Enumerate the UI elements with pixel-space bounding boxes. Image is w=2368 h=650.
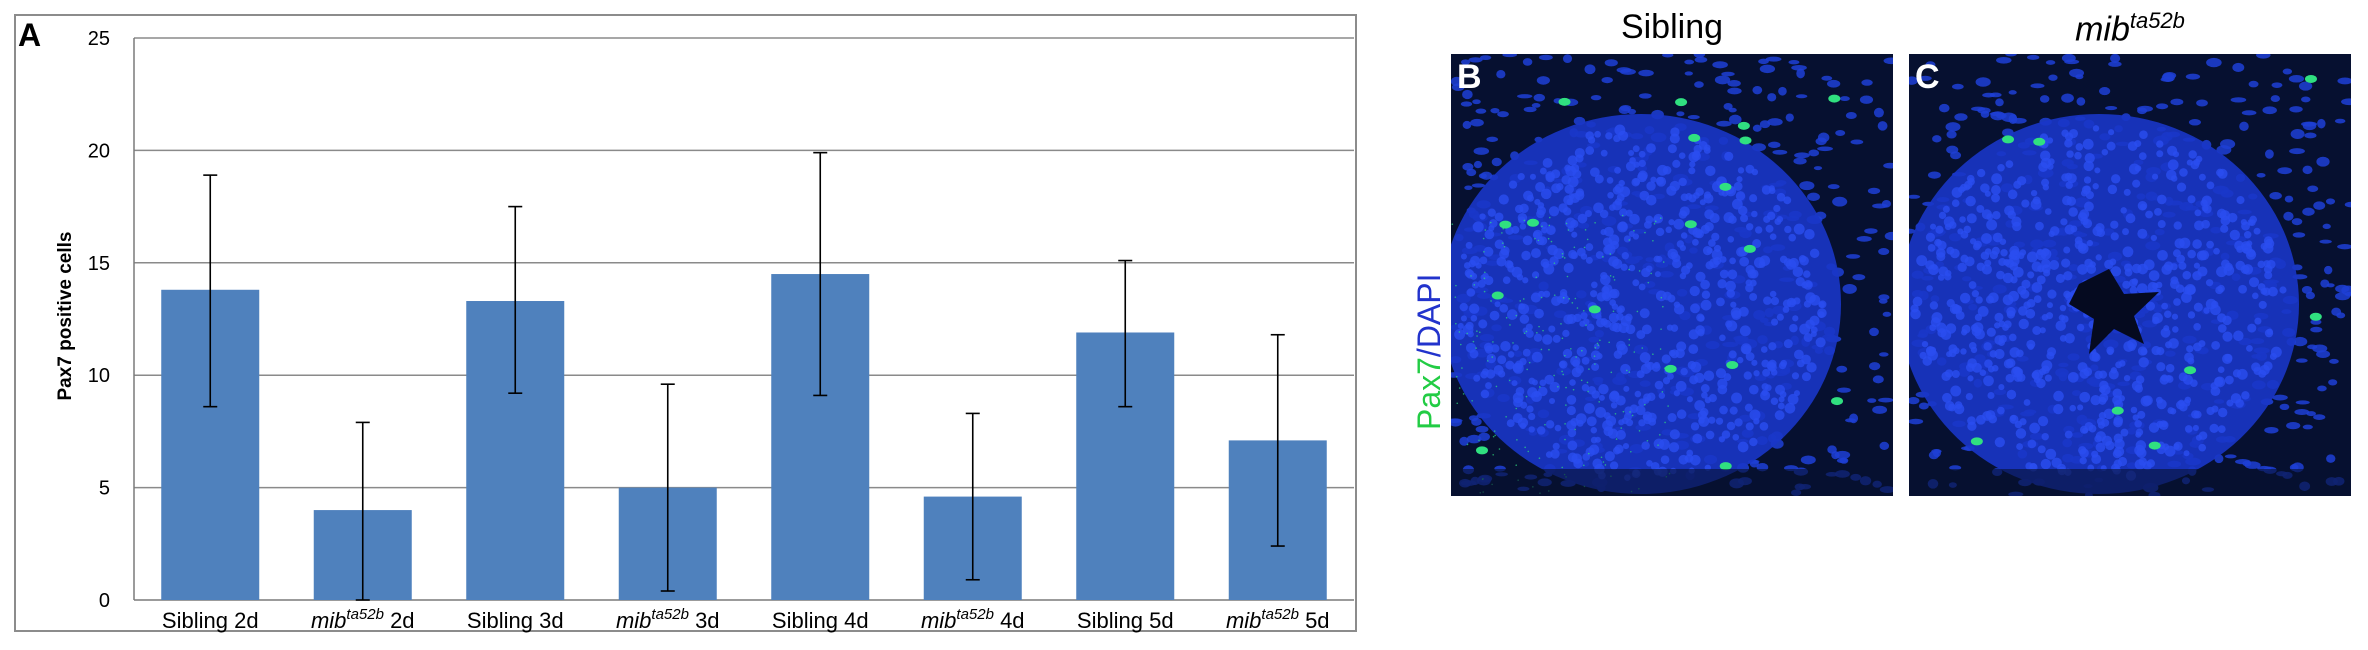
- stain-label-dapi: /DAPI: [1411, 273, 1447, 357]
- panel-letter-a: A: [18, 17, 41, 53]
- error-bar: [355, 421, 370, 601]
- panel-b-micrograph: B: [1451, 54, 1893, 496]
- error-bar: [965, 412, 980, 581]
- error-bar: [813, 151, 828, 397]
- svg-text:Pax7/DAPI: Pax7/DAPI: [1411, 273, 1447, 430]
- y-tick-labels: 0 5 10 15 20 25: [88, 28, 110, 612]
- x-tick-label: Sibling 2d: [162, 608, 259, 633]
- y-tick-label: 0: [99, 590, 110, 612]
- error-bar: [1270, 333, 1285, 547]
- x-tick-label: mibta52b 5d: [1226, 606, 1330, 633]
- y-axis-label: Pax7 positive cells: [55, 232, 76, 401]
- x-tick-label: Sibling 3d: [467, 608, 564, 633]
- error-bar: [508, 205, 523, 394]
- panel-letter-b: B: [1457, 58, 1482, 96]
- y-tick-label: 25: [88, 28, 110, 50]
- bars: [161, 274, 1327, 600]
- error-bar: [1118, 259, 1133, 408]
- panel-letter-c: C: [1915, 58, 1940, 96]
- stain-label-pax7: Pax7: [1411, 357, 1447, 430]
- error-bar: [203, 174, 218, 408]
- y-tick-label: 10: [88, 365, 110, 387]
- panel-c-title-base: mib: [2075, 10, 2130, 49]
- panel-b-title: Sibling: [1620, 8, 1724, 46]
- y-tick-label: 20: [88, 140, 110, 162]
- x-tick-label: mibta52b 2d: [311, 606, 415, 633]
- x-tick-label: mibta52b 4d: [921, 606, 1025, 633]
- error-bars: [203, 151, 1285, 601]
- error-bar: [660, 383, 675, 592]
- y-tick-label: 5: [99, 478, 110, 500]
- x-tick-label: mibta52b 3d: [616, 606, 720, 633]
- x-tick-label: Sibling 5d: [1077, 608, 1174, 633]
- panel-c-micrograph: C: [1909, 54, 2351, 496]
- stain-label: Pax7/DAPI: [1410, 110, 1450, 430]
- panel-c-title-sup: ta52b: [2129, 8, 2185, 33]
- x-tick-labels: Sibling 2d mibta52b 2d Sibling 3d mibta52b …: [162, 606, 1330, 633]
- panel-c-title: mibta52b: [1909, 8, 2351, 52]
- y-tick-label: 15: [88, 253, 110, 275]
- x-tick-label: Sibling 4d: [772, 608, 869, 633]
